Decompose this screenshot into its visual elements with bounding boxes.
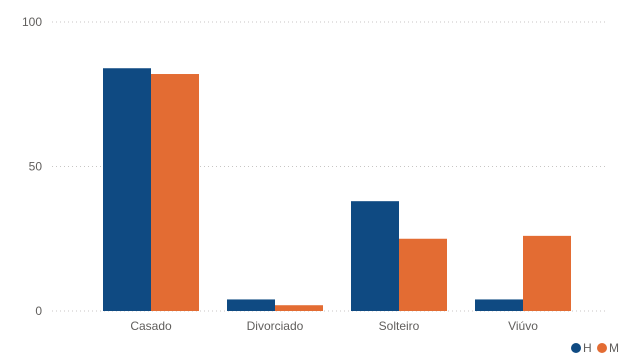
bars [103,68,571,312]
bar-M-Solteiro[interactable] [399,238,447,311]
bar-H-Divorciado[interactable] [227,299,275,311]
y-tick-label: 100 [22,15,42,29]
legend-marker-M [597,343,607,353]
bar-M-Viúvo[interactable] [523,235,571,311]
legend-label-M[interactable]: M [609,341,619,355]
x-tick-label: Viúvo [508,319,538,333]
bar-H-Casado[interactable] [103,68,151,312]
y-axis-ticks: 0 50 100 [22,15,42,318]
x-tick-label: Solteiro [379,319,420,333]
bar-M-Divorciado[interactable] [275,305,323,311]
x-axis-labels: Casado Divorciado Solteiro Viúvo [130,319,538,333]
legend-label-H[interactable]: H [583,341,592,355]
bar-H-Viúvo[interactable] [475,299,523,311]
y-tick-label: 50 [29,160,43,174]
x-tick-label: Divorciado [247,319,304,333]
x-tick-label: Casado [130,319,172,333]
bar-M-Casado[interactable] [151,74,199,312]
bar-H-Solteiro[interactable] [351,201,399,311]
y-tick-label: 0 [35,304,42,318]
legend-marker-H [571,343,581,353]
